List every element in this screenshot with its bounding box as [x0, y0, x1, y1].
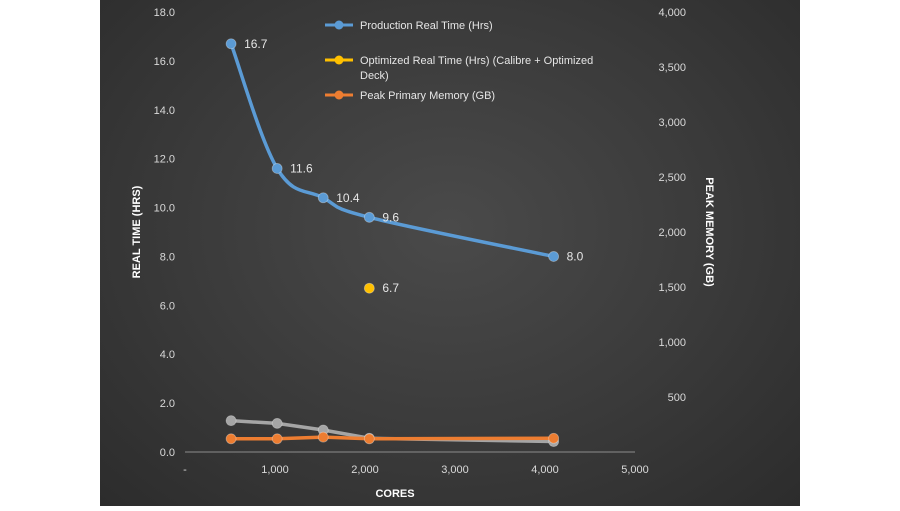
data-label: 16.7	[244, 37, 268, 51]
data-label: 8.0	[567, 249, 584, 263]
y-tick-label: 8.0	[160, 251, 175, 263]
y-tick-label: 18.0	[154, 7, 175, 19]
legend-label: Deck)	[360, 70, 389, 82]
data-point	[363, 282, 375, 294]
legend-label: Peak Primary Memory (GB)	[360, 90, 495, 102]
data-point	[363, 433, 375, 445]
data-point	[271, 417, 283, 429]
y2-tick-label: 4,000	[658, 7, 686, 19]
series-line	[229, 42, 556, 259]
data-point	[271, 163, 283, 174]
y-tick-label: 10.0	[154, 203, 175, 215]
y-tick-label: 16.0	[154, 56, 175, 68]
x-tick-label: 1,000	[261, 464, 289, 476]
legend-label: Optimized Real Time (Hrs) (Calibre + Opt…	[360, 55, 593, 67]
y-tick-label: 0.0	[160, 447, 175, 459]
y2-tick-label: 2,000	[658, 227, 686, 239]
data-point	[548, 251, 560, 262]
x-axis-title: CORES	[375, 488, 414, 500]
legend: Production Real Time (Hrs) Optimized Real…	[325, 20, 593, 102]
x-tick-label: -	[183, 464, 187, 476]
data-point	[225, 38, 237, 50]
series-layer	[225, 38, 560, 447]
legend-swatch-marker	[334, 20, 344, 30]
data-point	[317, 431, 329, 443]
legend-label: Production Real Time (Hrs)	[360, 20, 493, 32]
legend-swatch-marker	[334, 90, 344, 100]
y-tick-label: 2.0	[160, 398, 175, 410]
data-label: 6.7	[382, 281, 399, 295]
data-point	[225, 415, 237, 427]
y2-tick-label: 1,500	[658, 282, 686, 294]
y-tick-label: 12.0	[154, 154, 175, 166]
x-tick-label: 5,000	[621, 464, 649, 476]
y-axis-title: REAL TIME (HRS)	[131, 185, 143, 278]
chart-frame: - 1,000 2,000 3,000 4,000 5,000 0.0 2.0 4.0 6.0 8.…	[100, 0, 800, 506]
y-tick-label: 14.0	[154, 105, 175, 117]
x-tick-label: 2,000	[351, 464, 379, 476]
data-point	[271, 433, 283, 445]
data-label: 9.6	[382, 210, 399, 224]
y-tick-label: 6.0	[160, 300, 175, 312]
data-label: 10.4	[336, 191, 360, 205]
data-point	[317, 192, 329, 204]
labels-layer: 6.7 16.7 11.6 10.4 9.6 8.0	[244, 37, 584, 295]
y2-tick-label: 500	[668, 392, 686, 404]
data-point	[363, 211, 375, 223]
y2-tick-label: 1,000	[658, 337, 686, 349]
y-tick-label: 4.0	[160, 349, 175, 361]
chart-svg: - 1,000 2,000 3,000 4,000 5,000 0.0 2.0 4.0 6.0 8.…	[131, 7, 715, 500]
y2-tick-label: 3,500	[658, 62, 686, 74]
data-point	[225, 433, 237, 445]
data-label: 11.6	[290, 161, 313, 175]
legend-swatch-marker	[334, 55, 344, 65]
x-tick-label: 4,000	[531, 464, 559, 476]
y2-axis-title: PEAK MEMORY (GB)	[703, 177, 715, 287]
y2-tick-label: 2,500	[658, 172, 686, 184]
x-tick-label: 3,000	[441, 464, 469, 476]
data-point	[548, 432, 560, 444]
y2-tick-label: 3,000	[658, 117, 686, 129]
axes-layer: - 1,000 2,000 3,000 4,000 5,000 0.0 2.0 4.0 6.0 8.…	[154, 7, 686, 476]
